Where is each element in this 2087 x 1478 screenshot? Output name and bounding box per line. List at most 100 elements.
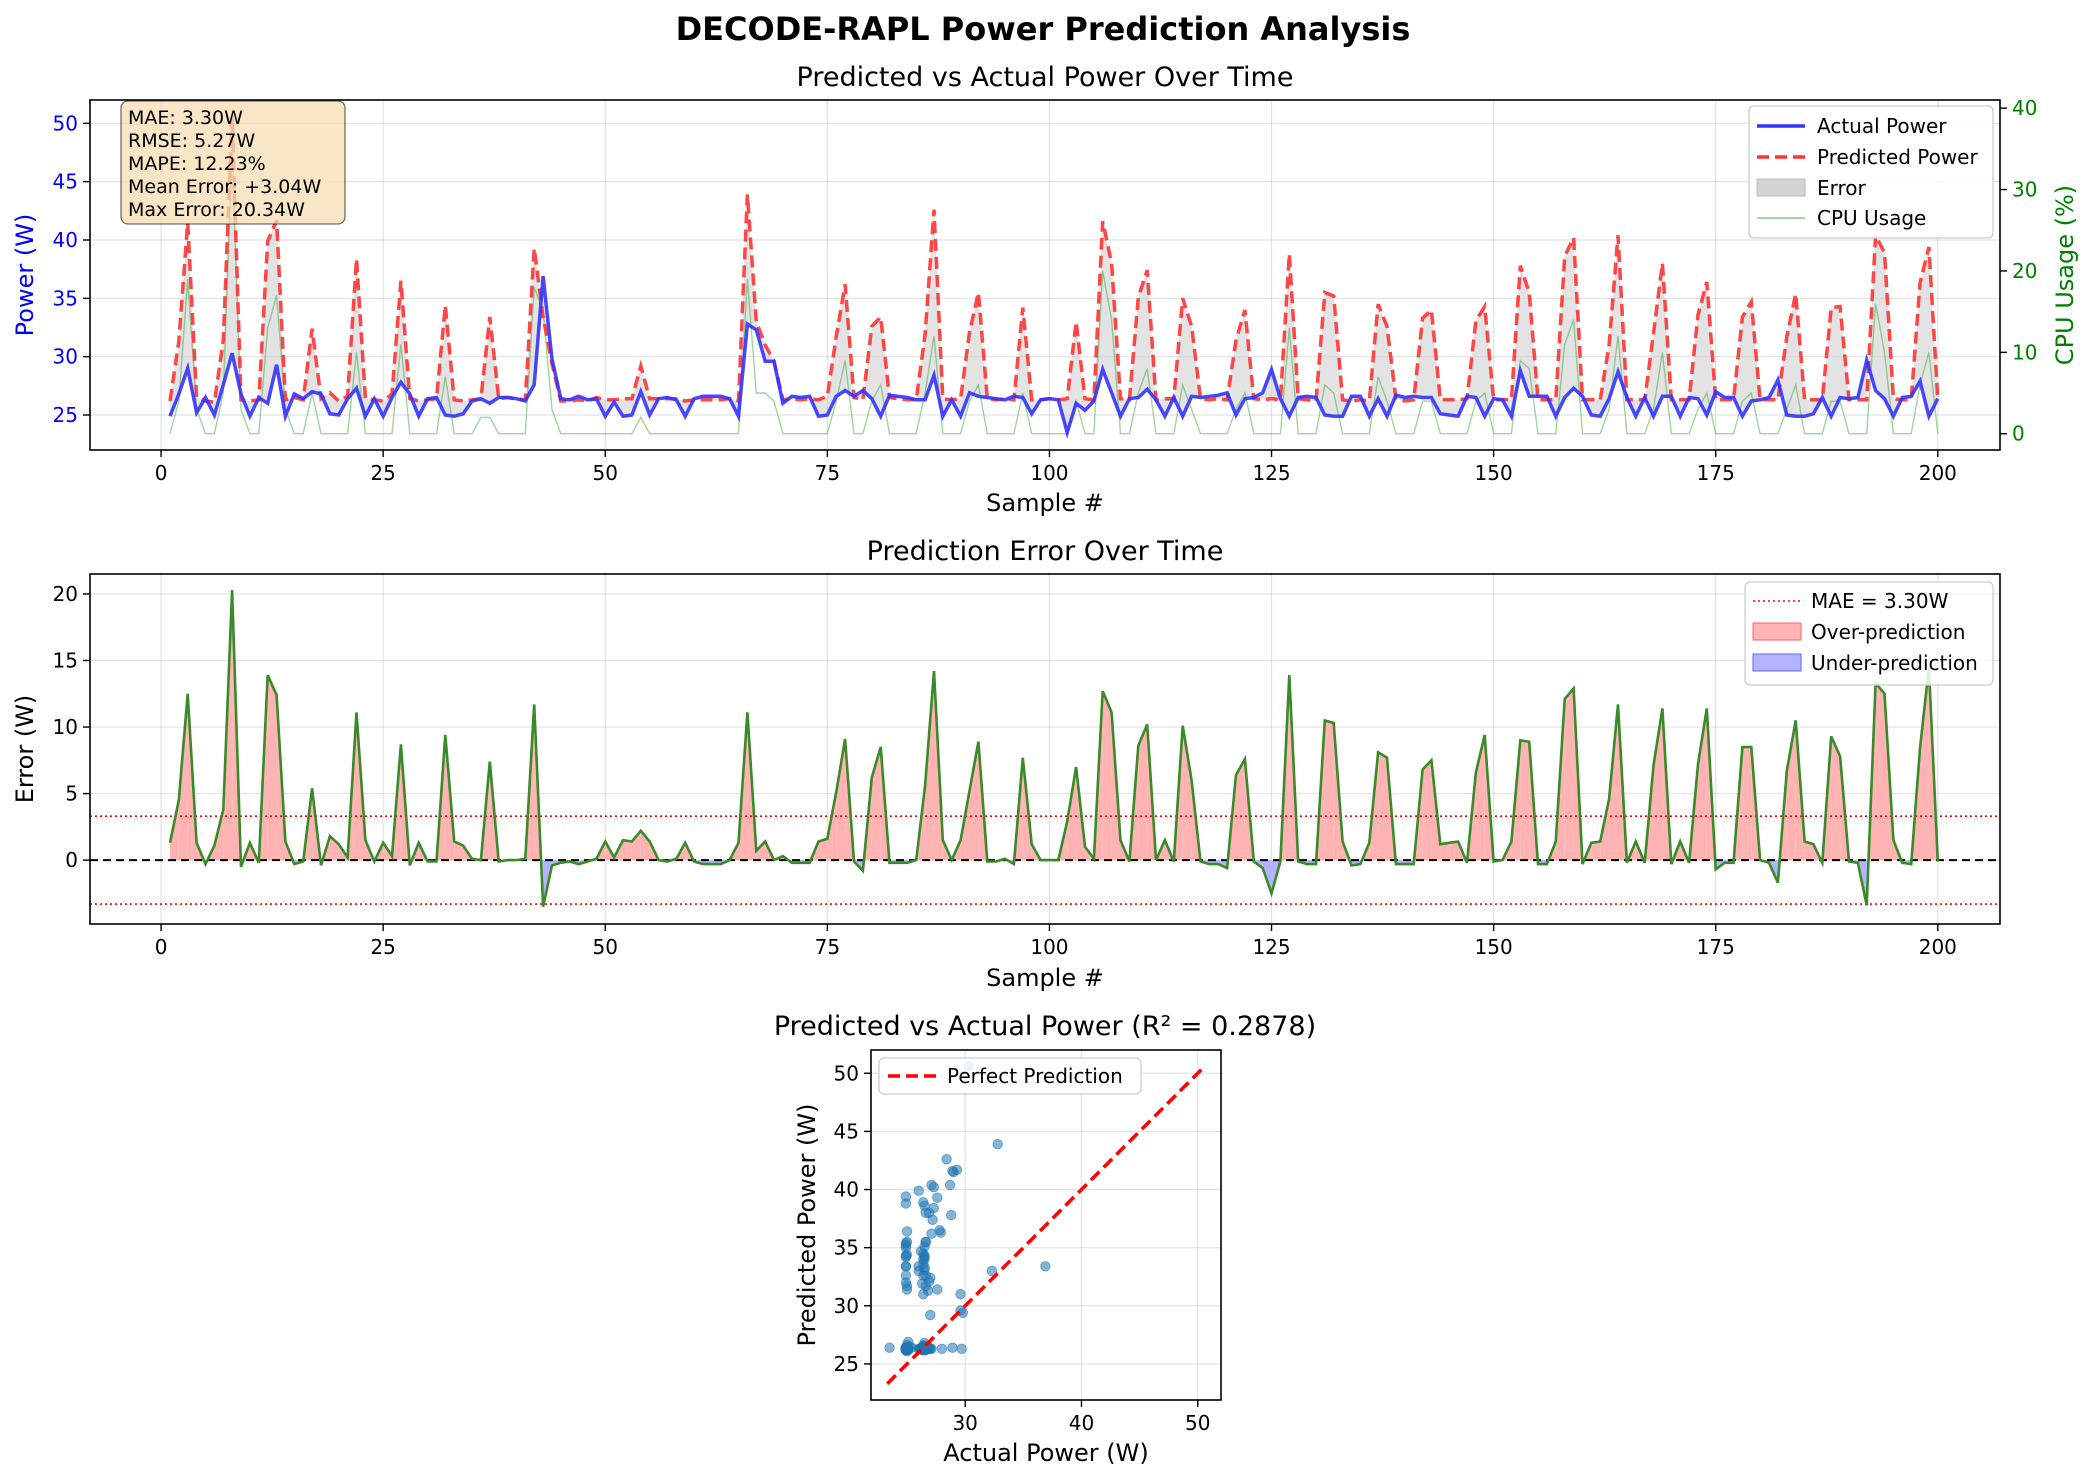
error-x-tick-label: 0 <box>155 935 168 959</box>
power-y-tick-label: 35 <box>53 286 78 310</box>
error-x-ticks: 0 25 50 75 100 125 150 175 200 <box>155 924 1957 959</box>
scatter-point <box>927 1214 938 1226</box>
power-y-tick-label: 40 <box>53 228 78 252</box>
legend-predicted-label: Predicted Power <box>1817 145 1978 169</box>
power-x-tick-label: 25 <box>370 461 395 485</box>
scatter-point <box>901 1226 913 1237</box>
over-prediction-fill <box>1591 841 1601 861</box>
stats-box: MAE: 3.30W RMSE: 5.27W MAPE: 12.23% Mean… <box>120 100 346 225</box>
legend-over-label: Over-prediction <box>1811 620 1965 644</box>
scatter-point <box>919 1250 930 1262</box>
scatter-point <box>920 1207 931 1219</box>
scatter-x-tick-label: 40 <box>1069 1411 1094 1435</box>
over-prediction-fill <box>1804 841 1814 861</box>
power-x-tick-label: 125 <box>1252 461 1290 485</box>
over-prediction-fill <box>1182 725 1192 861</box>
stats-max-error: Max Error: 20.34W <box>128 199 305 221</box>
error-chart-title: Prediction Error Over Time <box>867 536 1224 567</box>
perfect-prediction-diagonal <box>886 1065 1206 1385</box>
scatter-point <box>932 1192 943 1203</box>
over-prediction-fill <box>1920 667 1929 861</box>
over-prediction-fill <box>640 830 650 861</box>
over-prediction-fill <box>969 741 979 861</box>
scatter-point <box>884 1342 895 1353</box>
error-x-axis-label: Sample # <box>986 964 1104 992</box>
over-prediction-fill <box>1520 740 1530 861</box>
scatter-point <box>926 1179 937 1191</box>
scatter-point <box>925 1309 936 1321</box>
scatter-point <box>936 1343 948 1355</box>
cpu-y-axis-label: CPU Usage (%) <box>2051 185 2079 365</box>
actual-power-line <box>168 276 1940 439</box>
scatter-point <box>900 1191 912 1202</box>
power-y-tick-label: 25 <box>53 403 78 427</box>
over-prediction-fill <box>1102 691 1112 861</box>
over-prediction-fill <box>1564 688 1574 861</box>
over-prediction-fill <box>1236 759 1245 861</box>
scatter-points <box>884 1061 1051 1357</box>
scatter-y-ticks: 25 30 35 40 45 50 <box>834 1061 871 1376</box>
error-y-tick-label: 10 <box>53 715 78 739</box>
over-prediction-fill <box>267 675 277 861</box>
scatter-y-tick-label: 40 <box>834 1178 859 1202</box>
scatter-y-tick-label: 30 <box>834 1294 859 1318</box>
scatter-y-tick-label: 25 <box>834 1352 859 1376</box>
scatter-y-tick-label: 50 <box>834 1061 859 1085</box>
over-prediction-fill <box>1742 747 1752 861</box>
error-chart-grid <box>90 574 2000 924</box>
scatter-point <box>946 1209 957 1221</box>
power-y-ticks: 25 30 35 40 45 50 <box>53 111 90 427</box>
cpu-y-tick-label: 40 <box>2012 96 2037 120</box>
error-x-tick-label: 150 <box>1475 935 1513 959</box>
scatter-point <box>956 1343 967 1355</box>
scatter-y-tick-label: 45 <box>834 1119 859 1143</box>
legend-over-swatch <box>1752 622 1802 641</box>
legend-error-label: Error <box>1817 176 1867 200</box>
scatter-point <box>920 1236 931 1248</box>
error-line <box>168 589 1940 907</box>
scatter-point <box>935 1227 947 1238</box>
error-y-axis-label: Error (W) <box>11 695 39 804</box>
power-x-tick-label: 75 <box>815 461 840 485</box>
scatter-point <box>947 1165 958 1177</box>
over-prediction-fill <box>631 830 641 861</box>
power-y-axis-label: Power (W) <box>11 214 39 337</box>
scatter-chart-frame <box>870 1049 1222 1401</box>
error-x-tick-label: 75 <box>815 935 840 959</box>
over-prediction-fill <box>818 838 828 861</box>
error-x-tick-label: 50 <box>593 935 618 959</box>
power-x-tick-label: 175 <box>1697 461 1735 485</box>
legend-mae-label: MAE = 3.30W <box>1811 589 1949 613</box>
scatter-point <box>1040 1261 1051 1272</box>
power-x-tick-label: 0 <box>155 461 168 485</box>
over-prediction-fill <box>1698 708 1707 861</box>
power-x-ticks: 0 25 50 75 100 125 150 175 200 <box>155 450 1957 485</box>
legend-under-swatch <box>1752 653 1802 672</box>
over-prediction-fill <box>871 747 881 861</box>
error-y-tick-label: 15 <box>53 649 78 673</box>
over-prediction-fill <box>1324 720 1334 861</box>
error-y-tick-label: 20 <box>53 582 78 606</box>
scatter-point <box>986 1265 998 1277</box>
error-chart: Prediction Error Over Time 0 25 50 75 100 125… <box>11 536 2001 992</box>
stats-rmse: RMSE: 5.27W <box>128 130 255 152</box>
cpu-y-tick-label: 30 <box>2012 178 2037 202</box>
error-x-tick-label: 25 <box>370 935 395 959</box>
stats-mape: MAPE: 12.23% <box>128 153 266 175</box>
error-band-area <box>170 116 1938 433</box>
power-y-tick-label: 30 <box>53 345 78 369</box>
scatter-point <box>900 1261 912 1272</box>
error-legend: MAE = 3.30W Over-prediction Under-predic… <box>1744 581 1994 686</box>
legend-perfect-label: Perfect Prediction <box>947 1064 1123 1088</box>
error-lines <box>90 589 2000 907</box>
scatter-x-axis-label: Actual Power (W) <box>943 1439 1148 1467</box>
over-prediction-fill <box>925 671 934 861</box>
power-x-axis-label: Sample # <box>986 489 1104 517</box>
over-prediction-fill <box>623 840 632 861</box>
scatter-point <box>918 1197 929 1208</box>
error-x-tick-label: 175 <box>1697 935 1735 959</box>
error-y-tick-label: 5 <box>65 782 78 806</box>
cpu-y-ticks: 0 10 20 30 40 <box>2000 96 2037 446</box>
scatter-x-tick-label: 50 <box>1185 1411 1210 1435</box>
scatter-point <box>944 1179 956 1191</box>
